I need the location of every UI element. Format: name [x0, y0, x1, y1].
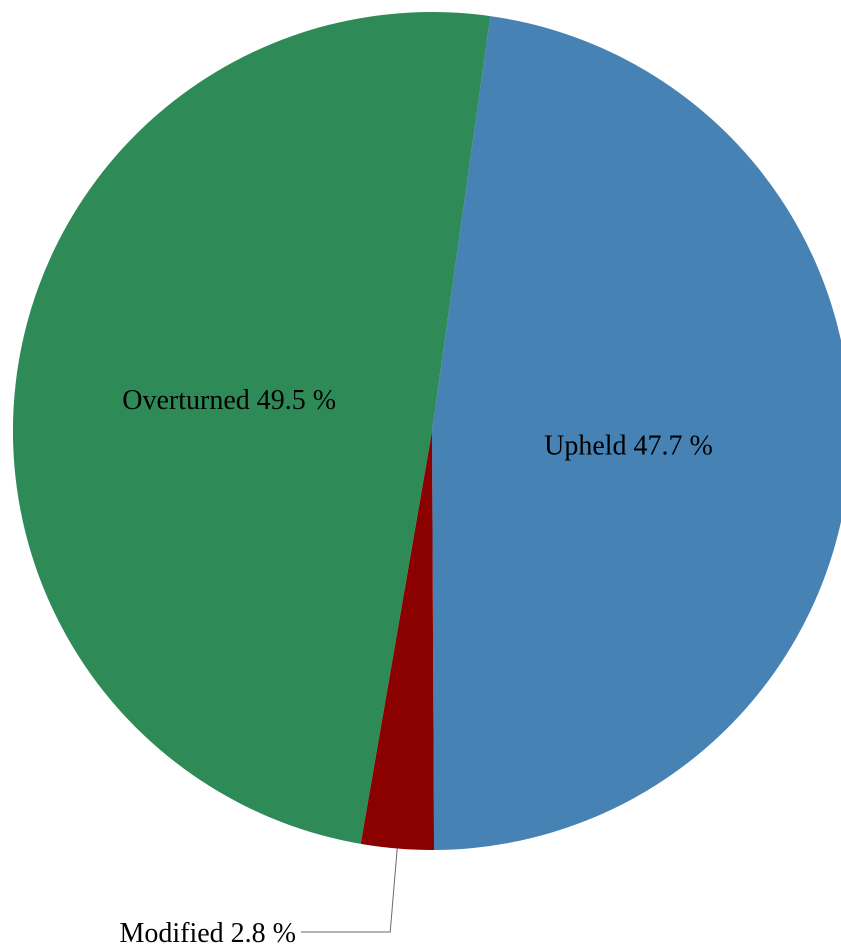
slice-label-upheld: Upheld 47.7 % [544, 430, 713, 461]
pie-slice-upheld [432, 16, 841, 850]
slice-labels: Upheld 47.7 % Modified 2.8 % Overturned 49… [119, 385, 712, 947]
leader-line-modified [301, 848, 398, 933]
pie-slice-modified [360, 431, 435, 850]
slice-label-modified: Modified 2.8 % [119, 918, 296, 947]
pie-slices [12, 11, 841, 850]
slice-label-overturned: Overturned 49.5 % [122, 385, 336, 416]
pie-slice-overturned [12, 11, 491, 844]
